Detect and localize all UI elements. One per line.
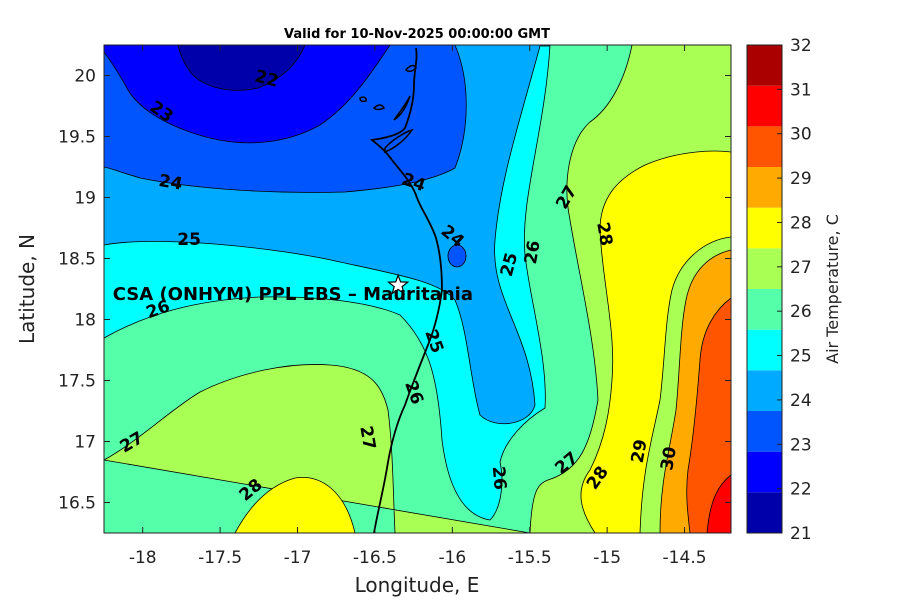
y-tick-label: 16.5 <box>58 494 96 514</box>
site-annotation: CSA (ONHYM) PPL EBS – Mauritania <box>113 284 473 305</box>
colorbar-tick-label: 23 <box>790 435 812 455</box>
colorbar <box>746 44 783 534</box>
y-tick-label: 17.5 <box>58 372 96 392</box>
island-4 <box>359 96 367 103</box>
plot-frame <box>103 44 732 534</box>
y-tick-label: 19 <box>74 189 96 209</box>
x-tick-label: -17.5 <box>198 548 242 568</box>
x-tick-label: -16.5 <box>353 548 397 568</box>
band-30 <box>686 297 731 533</box>
y-tick-label: 17 <box>74 433 96 453</box>
band-21 <box>177 45 306 91</box>
y-tick-label: 19.5 <box>58 128 96 148</box>
colorbar-segment <box>747 85 782 127</box>
contour-label: 27 <box>355 424 379 451</box>
x-tick-label: -14.5 <box>663 548 707 568</box>
contour-label: 26 <box>488 465 510 490</box>
band-27 <box>104 45 731 533</box>
x-tick-label: -16 <box>438 548 466 568</box>
contour-label: 26 <box>521 239 545 266</box>
colorbar-segment <box>747 370 782 411</box>
colorbar-tick-label: 30 <box>790 125 812 145</box>
colorbar-tick-label: 29 <box>790 169 812 189</box>
colorbar-segment <box>747 248 782 289</box>
y-tick-label: 18 <box>74 311 96 331</box>
colorbar-segment <box>747 492 782 533</box>
colorbar-segment <box>747 289 782 330</box>
x-tick-label: -15 <box>593 548 621 568</box>
y-tick-label: 18.5 <box>58 250 96 270</box>
x-tick-label: -15.5 <box>508 548 552 568</box>
colorbar-segment <box>747 329 782 371</box>
site-marker-star <box>386 273 410 295</box>
contour-label: 28 <box>592 221 616 248</box>
y-axis: 16.5 17 17.5 18 18.5 19 19.5 20 <box>58 67 731 514</box>
x-tick-label: -18 <box>129 548 157 568</box>
island-3 <box>372 104 386 111</box>
colorbar-segment <box>747 126 782 167</box>
coastline <box>369 47 443 533</box>
contour-label: 29 <box>628 438 652 465</box>
colorbar-tick-label: 25 <box>790 347 812 367</box>
y-tick-label: 20 <box>74 67 96 87</box>
contour-label: 24 <box>157 171 184 195</box>
band-22 <box>104 45 391 144</box>
colorbar-ticks: 21 22 23 24 25 26 27 28 29 30 31 32 <box>777 36 812 544</box>
island-5 <box>404 64 417 73</box>
contour-label: 25 <box>177 230 201 250</box>
colorbar-segment <box>747 45 782 86</box>
colorbar-tick-label: 28 <box>790 213 812 233</box>
island-2 <box>393 95 411 121</box>
x-axis-label: Longitude, E <box>355 573 480 597</box>
colorbar-segment <box>747 451 782 493</box>
colorbar-segment <box>747 207 782 249</box>
chart-title: Valid for 10-Nov-2025 00:00:00 GMT <box>284 27 550 42</box>
contour-label: 30 <box>657 445 681 472</box>
colorbar-tick-label: 26 <box>790 302 812 322</box>
colorbar-tick-label: 31 <box>790 80 812 100</box>
colorbar-segment <box>747 411 782 452</box>
colorbar-tick-label: 24 <box>790 391 812 411</box>
band-28 <box>234 477 356 533</box>
x-axis: -18 -17.5 -17 -16.5 -16 -15.5 -15 -14.5 <box>129 45 707 568</box>
island-1 <box>384 128 414 154</box>
colorbar-tick-label: 27 <box>790 258 812 278</box>
colorbar-frame <box>746 44 783 534</box>
colorbar-tick-label: 32 <box>790 36 812 56</box>
y-axis-label: Latitude, N <box>15 234 39 344</box>
colorbar-segment <box>747 167 782 208</box>
colorbar-tick-label: 21 <box>790 524 812 544</box>
colorbar-label: Air Temperature, C <box>823 214 842 364</box>
x-tick-label: -17 <box>284 548 312 568</box>
colorbar-tick-label: 22 <box>790 480 812 500</box>
cold-pocket <box>447 244 467 268</box>
